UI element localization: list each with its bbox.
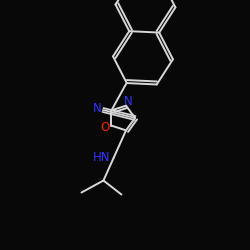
Text: O: O	[101, 121, 110, 134]
Text: N: N	[124, 95, 132, 108]
Text: HN: HN	[93, 151, 111, 164]
Text: N: N	[92, 102, 102, 116]
